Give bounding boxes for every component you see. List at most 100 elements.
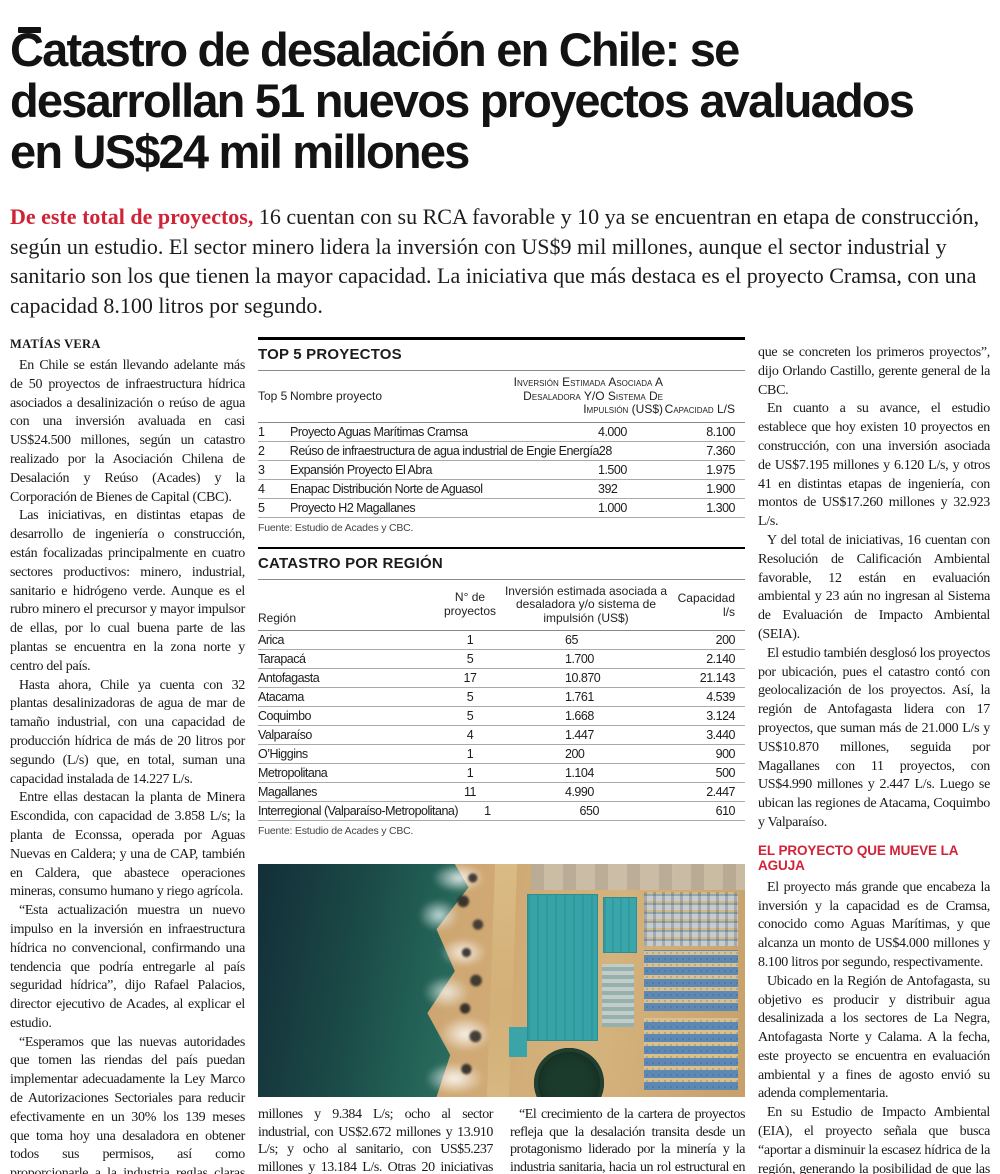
projects-cell: 17 bbox=[463, 671, 477, 685]
investment-cell: 392 bbox=[598, 481, 618, 496]
article-page: Catastro de desalación en Chile: se desa… bbox=[0, 24, 1000, 1174]
investment-cell: 4.990 bbox=[565, 785, 594, 799]
table-row: Atacama 5 1.761 4.539 bbox=[258, 688, 745, 707]
table-row: Antofagasta 17 10.870 21.143 bbox=[258, 669, 745, 688]
investment-cell: 1.447 bbox=[565, 728, 594, 742]
investment-cell: 1.700 bbox=[565, 652, 594, 666]
top5-table-title: TOP 5 PROYECTOS bbox=[258, 340, 745, 371]
body-paragraph: Ubicado en la Región de Antofagasta, su … bbox=[758, 973, 990, 1102]
header-capacity: Capacidad l/s bbox=[677, 590, 735, 619]
small-sheds bbox=[601, 964, 634, 1028]
construction-structures bbox=[530, 864, 745, 890]
header-investment: Inversión estimada asociada a desaladora… bbox=[513, 375, 663, 416]
investment-cell: 650 bbox=[579, 804, 600, 818]
region-cell: Coquimbo bbox=[258, 709, 311, 723]
table-row: Tarapacá 5 1.700 2.140 bbox=[258, 650, 745, 669]
region-table-rows: Arica 1 65 200 Tarapacá 5 1.700 2.140 An… bbox=[258, 631, 745, 821]
table-row: 1 Proyecto Aguas Marítimas Cramsa 4.000 … bbox=[258, 423, 745, 442]
top5-table: TOP 5 PROYECTOS Top 5 Nombre proyecto In… bbox=[258, 337, 745, 541]
table-row: 4 Enapac Distribución Norte de Aguasol 3… bbox=[258, 480, 745, 499]
header-region: Región bbox=[258, 611, 297, 625]
body-paragraph: El proyecto más grande que encabeza la i… bbox=[758, 879, 990, 970]
body-paragraph: “El crecimiento de la cartera de proyect… bbox=[510, 1107, 745, 1174]
region-cell: Tarapacá bbox=[258, 652, 306, 666]
project-name-cell: Enapac Distribución Norte de Aguasol bbox=[290, 481, 483, 496]
module-rows-bottom bbox=[643, 1017, 739, 1090]
region-cell: O’Higgins bbox=[258, 747, 308, 761]
header-investment: Inversión estimada asociada a desaladora… bbox=[504, 583, 668, 625]
top5-table-header: Top 5 Nombre proyecto Inversión estimada… bbox=[258, 371, 745, 423]
article-headline: Catastro de desalación en Chile: se desa… bbox=[10, 24, 990, 177]
investment-cell: 1.500 bbox=[598, 462, 627, 477]
table-row: 2 Reúso de infraestructura de agua indus… bbox=[258, 442, 745, 461]
coastal-rocks bbox=[428, 864, 492, 1097]
body-paragraph: El estudio también desglosó los proyecto… bbox=[758, 645, 990, 830]
capacity-cell: 21.143 bbox=[699, 671, 736, 685]
investment-cell: 1.761 bbox=[565, 690, 594, 704]
investment-cell: 65 bbox=[565, 633, 578, 647]
table-row: 5 Proyecto H2 Magallanes 1.000 1.300 bbox=[258, 499, 745, 518]
body-paragraph: millones y 9.384 L/s; ocho al sector ind… bbox=[258, 1107, 493, 1174]
circular-water-pool bbox=[533, 1048, 604, 1097]
column-left: MATÍAS VERA En Chile se están llevando a… bbox=[10, 337, 245, 1174]
table-row: Coquimbo 5 1.668 3.124 bbox=[258, 707, 745, 726]
projects-cell: 5 bbox=[466, 690, 474, 704]
region-cell: Antofagasta bbox=[258, 671, 320, 685]
capacity-cell: 500 bbox=[715, 766, 736, 780]
region-cell: Magallanes bbox=[258, 785, 317, 799]
article-lead: De este total de proyectos, 16 cuentan c… bbox=[10, 202, 990, 320]
region-cell: Interregional (Valparaíso-Metropolitana) bbox=[258, 804, 459, 818]
project-name-cell: Proyecto Aguas Marítimas Cramsa bbox=[290, 424, 468, 439]
secondary-plant-roof bbox=[603, 896, 638, 953]
teal-shed bbox=[509, 1027, 527, 1058]
table-row: Metropolitana 1 1.104 500 bbox=[258, 764, 745, 783]
project-name-cell: Reúso de infraestructura de agua industr… bbox=[289, 443, 600, 458]
body-paragraph: que se concreten los primeros proyectos”… bbox=[758, 345, 990, 398]
table-row: Magallanes 11 4.990 2.447 bbox=[258, 783, 745, 802]
capacity-cell: 200 bbox=[715, 633, 736, 647]
investment-cell: 4.000 bbox=[598, 424, 627, 439]
table-row: 3 Expansión Proyecto El Abra 1.500 1.975 bbox=[258, 461, 745, 480]
body-paragraph: “Esperamos que las nuevas autoridades qu… bbox=[10, 1034, 245, 1174]
table-row: Valparaíso 4 1.447 3.440 bbox=[258, 726, 745, 745]
projects-cell: 4 bbox=[466, 728, 474, 742]
rank-cell: 3 bbox=[258, 462, 265, 477]
capacity-cell: 1.975 bbox=[706, 462, 735, 477]
project-name-cell: Expansión Proyecto El Abra bbox=[290, 462, 432, 477]
investment-cell: 1.104 bbox=[565, 766, 594, 780]
capacity-cell: 7.360 bbox=[706, 443, 735, 458]
projects-cell: 1 bbox=[466, 747, 474, 761]
top5-table-rows: 1 Proyecto Aguas Marítimas Cramsa 4.000 … bbox=[258, 423, 745, 518]
table-row: Arica 1 65 200 bbox=[258, 631, 745, 650]
rank-cell: 4 bbox=[258, 481, 265, 496]
body-paragraph: Hasta ahora, Chile ya cuenta con 32 plan… bbox=[10, 677, 245, 787]
below-photo-left: millones y 9.384 L/s; ocho al sector ind… bbox=[258, 1106, 493, 1174]
headline-line: Catastro de desalación en Chile: se bbox=[10, 23, 740, 76]
below-photo-columns: millones y 9.384 L/s; ocho al sector ind… bbox=[258, 1106, 745, 1174]
body-paragraph: Entre ellas destacan la planta de Minera… bbox=[10, 790, 245, 900]
rank-cell: 2 bbox=[258, 443, 265, 458]
region-table-title: CATASTRO POR REGIÓN bbox=[258, 549, 745, 580]
header-capacity: Capacidad l/s bbox=[664, 402, 735, 416]
capacity-cell: 1.300 bbox=[706, 500, 735, 515]
lead-text: 16 cuentan con su RCA favorable y 10 ya … bbox=[10, 204, 980, 318]
table-source: Fuente: Estudio de Acades y CBC. bbox=[258, 825, 414, 837]
byline: MATÍAS VERA bbox=[10, 337, 101, 351]
capacity-cell: 3.440 bbox=[706, 728, 735, 742]
header-name: Nombre proyecto bbox=[290, 389, 383, 404]
table-row: Interregional (Valparaíso-Metropolitana)… bbox=[258, 802, 745, 821]
region-table: CATASTRO POR REGIÓN Región N° de proyect… bbox=[258, 546, 745, 845]
table-source: Fuente: Estudio de Acades y CBC. bbox=[258, 521, 414, 534]
header-projects: N° de proyectos bbox=[443, 590, 497, 618]
headline-line: en US$24 mil millones bbox=[10, 125, 470, 178]
investment-cell: 1.668 bbox=[565, 709, 594, 723]
projects-cell: 5 bbox=[466, 652, 474, 666]
lead-intro: De este total de proyectos, bbox=[10, 204, 254, 229]
projects-cell: 1 bbox=[466, 633, 474, 647]
column-right: que se concreten los primeros proyectos”… bbox=[758, 337, 990, 1174]
body-paragraph: Y del total de iniciativas, 16 cuentan c… bbox=[758, 532, 990, 642]
aerial-desalination-plant-photo bbox=[258, 864, 745, 1097]
capacity-cell: 3.124 bbox=[706, 709, 735, 723]
body-paragraph: En su Estudio de Impacto Ambiental (EIA)… bbox=[758, 1105, 990, 1174]
article-columns: MATÍAS VERA En Chile se están llevando a… bbox=[10, 337, 990, 1174]
